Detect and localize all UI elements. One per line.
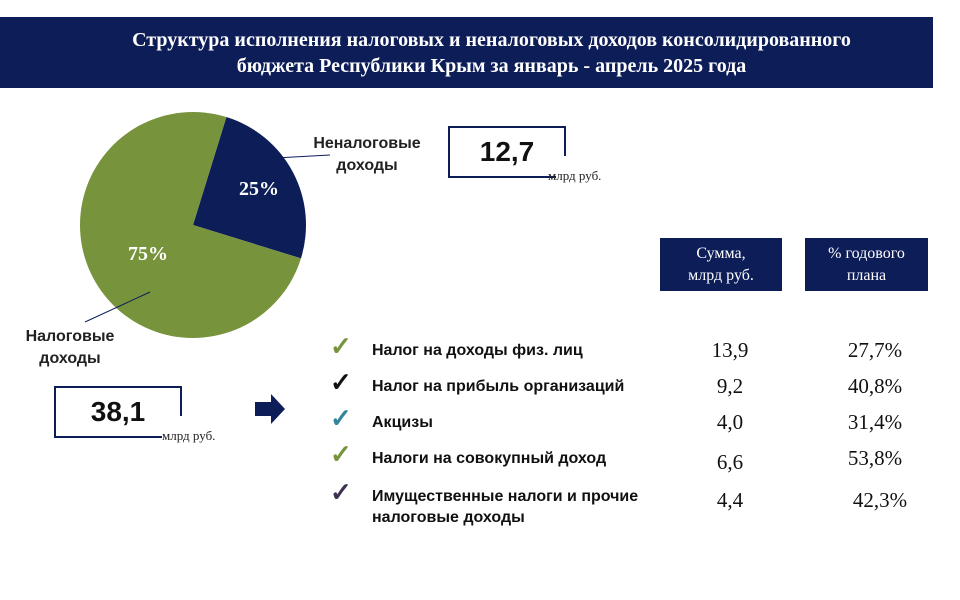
tax-total-value: 38,1 <box>90 396 146 427</box>
row-sum: 9,2 <box>716 374 744 398</box>
row-pct: 40,8% <box>847 374 903 398</box>
check-icon: ✓ <box>330 332 352 361</box>
leader-line-tax <box>84 291 151 323</box>
arrow-right-icon <box>255 394 285 424</box>
tax-total-box: 38,1 <box>54 386 182 438</box>
row-label: Налог на прибыль организаций <box>372 378 625 395</box>
column-header-pct: % годового плана <box>805 238 928 291</box>
table-row: ✓ Налоги на совокупный доход 6,6 53,8% <box>330 440 930 476</box>
row-pct: 42,3% <box>852 488 908 512</box>
table-row: ✓ Имущественные налоги и прочие налоговы… <box>330 478 930 530</box>
title-bar: Структура исполнения налоговых и неналог… <box>0 17 933 88</box>
callout-nontax-line1: Неналоговые <box>313 135 421 152</box>
column-header-sum-line1: Сумма, <box>696 244 746 262</box>
row-sum: 4,4 <box>716 488 744 512</box>
callout-tax-line2: доходы <box>39 350 101 367</box>
nontax-total-unit: млрд руб. <box>548 168 602 183</box>
check-icon: ✓ <box>330 368 352 397</box>
pie-slice-nontax <box>193 117 306 259</box>
leader-line-nontax <box>274 154 331 159</box>
row-label: Налоги на совокупный доход <box>372 450 607 467</box>
check-icon: ✓ <box>330 440 352 469</box>
callout-nontax-line2: доходы <box>336 157 398 174</box>
table-row: ✓ Налог на прибыль организаций 9,2 40,8% <box>330 368 930 404</box>
row-pct: 31,4% <box>847 410 903 434</box>
callout-tax: Налоговые доходы <box>20 326 120 370</box>
pie-slice-tax <box>80 112 301 338</box>
row-label: Налог на доходы физ. лиц <box>372 342 583 359</box>
row-sum: 13,9 <box>711 338 749 362</box>
callout-nontax: Неналоговые доходы <box>300 133 434 177</box>
row-pct: 27,7% <box>847 338 903 362</box>
page-title: Структура исполнения налоговых и неналог… <box>72 27 861 79</box>
nontax-total-value: 12,7 <box>479 136 535 167</box>
check-icon: ✓ <box>330 478 352 507</box>
column-header-pct-line1: % годового <box>828 244 905 262</box>
table-row: ✓ Налог на доходы физ. лиц 13,9 27,7% <box>330 332 930 368</box>
row-pct: 53,8% <box>847 446 903 470</box>
check-icon: ✓ <box>330 404 352 433</box>
title-line-2: бюджета Республики Крым за январь - апре… <box>236 54 747 77</box>
table-row: ✓ Акцизы 4,0 31,4% <box>330 404 930 440</box>
tax-total-unit: млрд руб. <box>162 428 216 443</box>
column-header-sum-line2: млрд руб. <box>688 266 754 284</box>
title-line-1: Структура исполнения налоговых и неналог… <box>132 28 851 51</box>
pie-label-tax-pct: 75% <box>128 243 168 265</box>
row-label: Имущественные налоги и прочие налоговые … <box>372 486 638 528</box>
column-header-sum: Сумма, млрд руб. <box>660 238 782 291</box>
row-label-line2: налоговые доходы <box>372 509 525 526</box>
callout-tax-line1: Налоговые <box>25 328 115 345</box>
row-sum: 6,6 <box>716 450 744 474</box>
column-header-pct-line2: плана <box>846 266 887 284</box>
row-label: Акцизы <box>372 414 433 431</box>
row-label-line1: Имущественные налоги и прочие <box>372 488 639 505</box>
nontax-total-box: 12,7 <box>448 126 566 178</box>
pie-label-nontax-pct: 25% <box>239 178 279 200</box>
pie-chart <box>80 112 331 338</box>
row-sum: 4,0 <box>716 410 744 434</box>
